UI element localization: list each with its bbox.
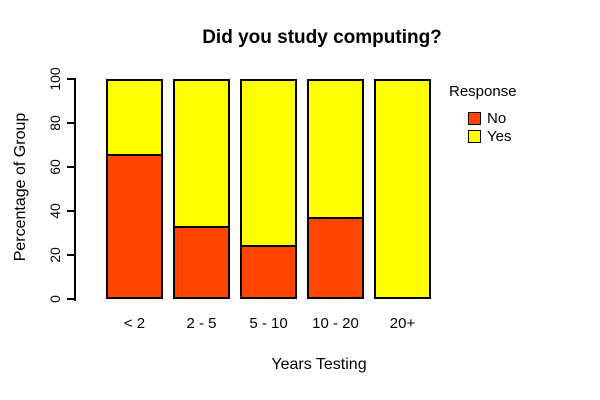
- legend-item-label: Yes: [487, 127, 512, 145]
- x-tick-label: < 2: [123, 315, 146, 332]
- y-axis-line: [74, 78, 76, 301]
- y-tick-mark: [67, 78, 75, 80]
- legend-item: Yes: [468, 127, 517, 145]
- x-tick-label: 10 - 20: [312, 315, 359, 332]
- x-tick-label: 5 - 10: [249, 315, 288, 332]
- bar-segment-no: [242, 245, 295, 297]
- chart-title: Did you study computing?: [202, 27, 442, 48]
- legend-items: No Yes: [468, 109, 517, 145]
- legend: Response No Yes: [449, 83, 517, 145]
- y-tick-label: 40: [47, 203, 63, 219]
- bar: [374, 79, 431, 299]
- legend-title: Response: [449, 83, 517, 100]
- y-tick-label: 20: [47, 247, 63, 263]
- y-tick-mark: [67, 298, 75, 300]
- y-tick-mark: [67, 254, 75, 256]
- y-tick-label: 60: [47, 159, 63, 175]
- y-axis-label: Percentage of Group: [12, 112, 29, 262]
- bar-segment-no: [175, 225, 228, 297]
- bar: [106, 79, 163, 299]
- legend-swatch-no: [468, 111, 481, 125]
- legend-swatch-yes: [468, 129, 481, 143]
- bar: [173, 79, 230, 299]
- legend-item-label: No: [487, 109, 507, 127]
- y-tick-label: 80: [47, 115, 63, 131]
- bar: [307, 79, 364, 299]
- y-tick-mark: [67, 166, 75, 168]
- bar-segment-no: [108, 154, 161, 297]
- legend-item: No: [468, 109, 517, 127]
- y-tick-mark: [67, 122, 75, 124]
- x-axis-label: Years Testing: [271, 356, 367, 373]
- bar: [240, 79, 297, 299]
- y-tick-label: 100: [47, 67, 63, 91]
- y-tick-mark: [67, 210, 75, 212]
- x-tick-label: 20+: [389, 315, 416, 332]
- bar-segment-no: [309, 217, 362, 297]
- y-tick-label: 0: [47, 295, 63, 303]
- x-tick-label: 2 - 5: [186, 315, 217, 332]
